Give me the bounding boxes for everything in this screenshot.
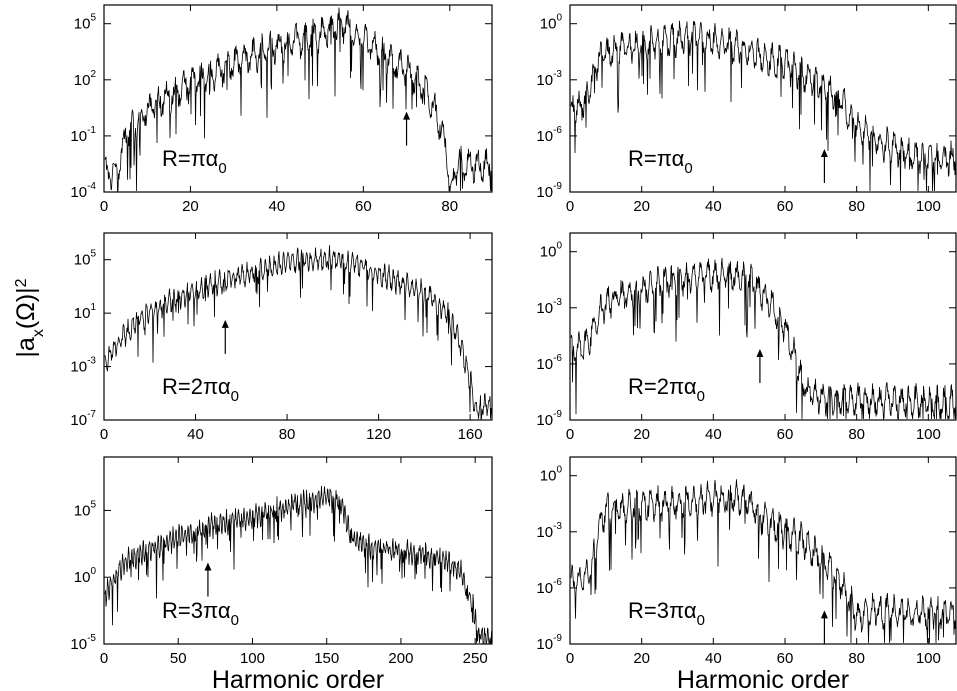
cutoff-arrow-head	[820, 148, 828, 157]
spectrum-line	[570, 479, 957, 644]
panel-left-top: 0 20 40 60 80 10-4 10-1 102 105 R=πα0	[70, 4, 493, 215]
y-tick-label: 10-3	[536, 297, 562, 317]
x-tick-label: 40	[705, 650, 722, 667]
x-tick-label: 80	[848, 650, 865, 667]
y-axis-title: |ax(Ω)|2	[12, 278, 47, 357]
panel-label: R=πα0	[628, 146, 693, 177]
cutoff-arrow-head	[221, 319, 229, 328]
y-tick-label: 10-4	[70, 181, 96, 201]
plot-frame	[103, 456, 493, 645]
y-tick-label: 10-6	[536, 125, 562, 145]
x-tick-label: 0	[100, 198, 108, 215]
x-tick-label: 0	[566, 426, 574, 443]
x-tick-label: 20	[633, 426, 650, 443]
x-tick-label: 100	[240, 650, 265, 667]
cutoff-arrow-head	[756, 348, 764, 357]
y-tick-label: 102	[74, 69, 97, 89]
x-tick-label: 60	[777, 650, 794, 667]
x-tick-label: 0	[100, 426, 108, 443]
x-tick-label: 0	[566, 198, 574, 215]
y-tick-label: 105	[74, 13, 97, 33]
y-tick-label: 100	[74, 566, 97, 586]
x-tick-label: 40	[705, 426, 722, 443]
x-tick-label: 100	[916, 426, 941, 443]
x-tick-label: 80	[441, 198, 458, 215]
panel-label: R=2πα0	[628, 374, 705, 405]
spectrum-line	[104, 245, 493, 420]
x-tick-label: 150	[314, 650, 339, 667]
y-tick-label: 101	[74, 302, 97, 322]
cutoff-arrow-head	[820, 610, 828, 619]
panel-label: R=πα0	[162, 146, 227, 177]
y-tick-label: 105	[74, 249, 97, 269]
y-tick-label: 10-9	[536, 181, 562, 201]
y-tick-label: 100	[540, 465, 563, 485]
y-tick-label: 10-3	[536, 69, 562, 89]
y-tick-label: 10-7	[70, 409, 96, 429]
x-tick-label: 20	[633, 198, 650, 215]
y-tick-label: 10-5	[70, 633, 96, 653]
y-tick-label: 105	[74, 499, 97, 519]
x-tick-label: 80	[848, 426, 865, 443]
spectrum-line	[570, 20, 957, 192]
y-tick-label: 100	[540, 13, 563, 33]
spectrum-line	[104, 485, 493, 644]
panel-right-bottom: 0 20 40 60 80 100 10-9 10-6 10-3 100 R=3πα0	[536, 456, 957, 667]
plot-frame	[103, 4, 493, 193]
x-tick-label: 250	[463, 650, 488, 667]
y-tick-label: 10-3	[536, 521, 562, 541]
plot-frame	[569, 4, 957, 193]
x-axis-title-left: Harmonic order	[212, 666, 384, 691]
y-tick-label: 10-6	[536, 353, 562, 373]
x-tick-label: 200	[388, 650, 413, 667]
panel-right-middle: 0 20 40 60 80 100 10-9 10-6 10-3 100 R=2πα0	[536, 232, 957, 443]
x-tick-label: 100	[916, 198, 941, 215]
x-tick-label: 0	[100, 650, 108, 667]
x-tick-label: 20	[182, 198, 199, 215]
x-tick-label: 60	[777, 198, 794, 215]
x-tick-label: 60	[777, 426, 794, 443]
x-tick-label: 120	[366, 426, 391, 443]
panel-left-bottom: 0 50 100 150 200 250 10-5 100 105 R=3πα0	[70, 456, 493, 667]
panel-left-middle: 0 40 80 120 160 10-7 10-3 101 105 R=2πα0	[70, 232, 493, 443]
panel-label: R=3πα0	[162, 598, 239, 629]
x-tick-label: 50	[170, 650, 187, 667]
x-tick-label: 40	[705, 198, 722, 215]
spectrum-line	[570, 257, 957, 421]
panel-label: R=3πα0	[628, 598, 705, 629]
x-tick-label: 0	[566, 650, 574, 667]
plot-frame	[569, 232, 957, 421]
y-tick-label: 10-3	[70, 356, 96, 376]
spectrum-line	[104, 7, 493, 192]
plot-frame	[569, 456, 957, 645]
y-tick-label: 10-9	[536, 409, 562, 429]
y-tick-label: 10-6	[536, 577, 562, 597]
y-tick-label: 10-1	[70, 125, 96, 145]
x-tick-label: 100	[916, 650, 941, 667]
x-tick-label: 40	[269, 198, 286, 215]
x-tick-label: 160	[458, 426, 483, 443]
cutoff-arrow-head	[204, 562, 212, 571]
x-tick-label: 60	[355, 198, 372, 215]
cutoff-arrow-head	[403, 111, 411, 120]
x-tick-label: 80	[279, 426, 296, 443]
y-tick-label: 100	[540, 241, 563, 261]
plot-frame	[103, 232, 493, 421]
panel-label: R=2πα0	[162, 374, 239, 405]
x-tick-label: 40	[187, 426, 204, 443]
x-axis-title-right: Harmonic order	[677, 666, 849, 691]
y-tick-label: 10-9	[536, 633, 562, 653]
x-tick-label: 80	[848, 198, 865, 215]
panel-right-top: 0 20 40 60 80 100 10-9 10-6 10-3 100 R=πα0	[536, 4, 957, 215]
x-tick-label: 20	[633, 650, 650, 667]
